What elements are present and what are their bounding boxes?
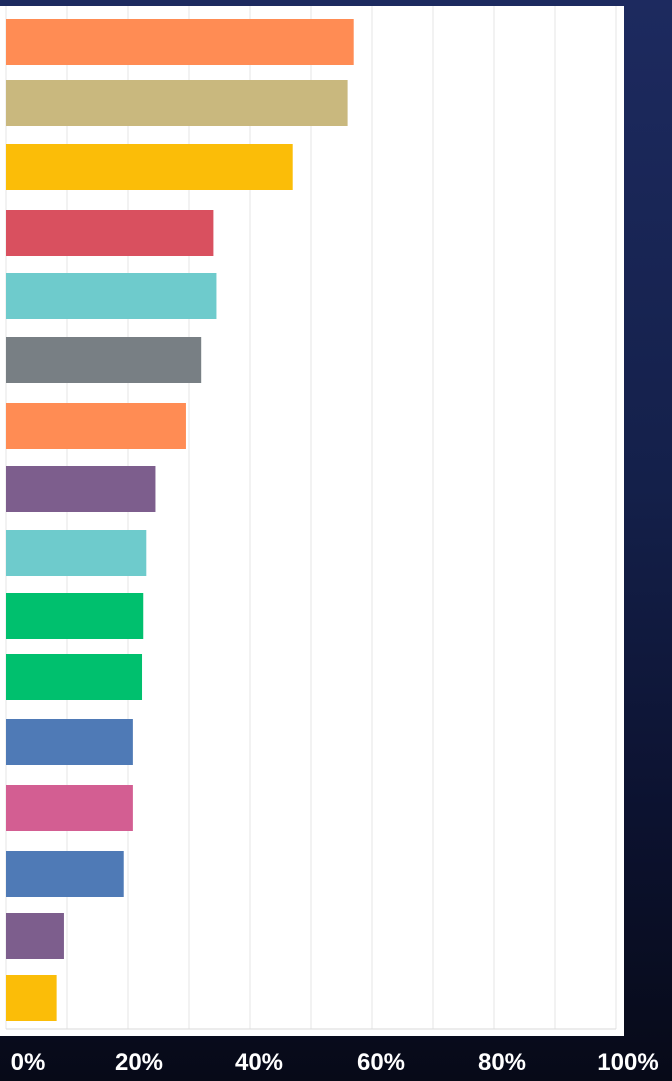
x-tick-labels: 0% 20% 40% 60% 80% 100% <box>11 1049 659 1076</box>
bar <box>6 403 186 449</box>
x-tick-label: 20% <box>115 1049 163 1076</box>
bar <box>6 913 64 959</box>
bar <box>6 719 133 765</box>
bar <box>6 851 124 897</box>
x-tick-label: 40% <box>235 1049 283 1076</box>
bar <box>6 19 354 65</box>
x-tick-label: 100% <box>597 1049 658 1076</box>
bar <box>6 80 348 126</box>
x-tick-label: 80% <box>478 1049 526 1076</box>
bar <box>6 210 214 256</box>
bar <box>6 273 217 319</box>
bar <box>6 466 156 512</box>
bars-group <box>6 19 354 1021</box>
bar <box>6 654 143 700</box>
bar <box>6 530 147 576</box>
bar <box>6 593 144 639</box>
bar <box>6 975 57 1021</box>
x-tick-label: 0% <box>11 1049 46 1076</box>
bar <box>6 337 202 383</box>
bar <box>6 785 133 831</box>
x-tick-label: 60% <box>357 1049 405 1076</box>
bar <box>6 144 293 190</box>
